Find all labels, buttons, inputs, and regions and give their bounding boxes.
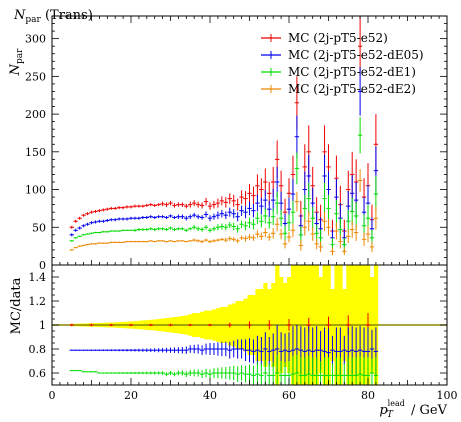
legend-label: MC (2j-pT5-e52-dE2) — [288, 82, 416, 96]
legend-item: MC (2j-pT5-e52-dE2) — [261, 82, 416, 96]
x-tick-label: 100 — [437, 389, 458, 402]
y-tick-label: 1 — [39, 319, 46, 332]
legend-item: MC (2j-pT5-e52) — [261, 31, 388, 45]
x-tick-label: 80 — [361, 389, 375, 402]
y-tick-label: 50 — [32, 221, 46, 234]
y-tick-label: 0.8 — [29, 343, 47, 356]
upper-series-mc-2j-pt5-e52-de2- — [69, 169, 379, 256]
y-tick-label: 100 — [25, 184, 46, 197]
y-tick-label: 250 — [25, 70, 46, 83]
y-tick-label: 1.4 — [29, 271, 47, 284]
lower-y-axis-label: MC/data — [9, 277, 24, 334]
x-tick-label: 20 — [124, 389, 138, 402]
y-tick-label: 300 — [25, 33, 46, 46]
y-tick-label: 200 — [25, 108, 46, 121]
legend-label: MC (2j-pT5-e52-dE05) — [288, 48, 424, 62]
upper-panel: 0 50 100 150 200 250 300 — [25, 15, 448, 272]
y-tick-label: 0.6 — [29, 367, 47, 380]
lower-panel: 0 20 40 60 80 100 0.6 0.8 1 1.2 1.4 — [29, 16, 458, 402]
y-tick-label: 1.2 — [29, 295, 47, 308]
legend-label: MC (2j-pT5-e52-dE1) — [288, 65, 416, 79]
legend-label: MC (2j-pT5-e52) — [288, 31, 388, 45]
x-tick-label: 60 — [282, 389, 296, 402]
x-tick-label: 0 — [49, 389, 56, 402]
y-tick-label: 150 — [25, 146, 46, 159]
lower-series-mc-2j-pt5-e52-de1- — [69, 355, 379, 385]
legend-item: MC (2j-pT5-e52-dE1) — [261, 65, 416, 79]
x-tick-label: 40 — [203, 389, 217, 402]
legend-item: MC (2j-pT5-e52-dE05) — [261, 48, 424, 62]
legend: MC (2j-pT5-e52) MC (2j-pT5-e52-dE05) MC (2… — [261, 31, 424, 96]
y-tick-label: 0 — [39, 259, 46, 272]
upper-y-axis-label: Npar — [8, 48, 25, 77]
x-axis-label: plead T / GeV — [379, 399, 447, 420]
